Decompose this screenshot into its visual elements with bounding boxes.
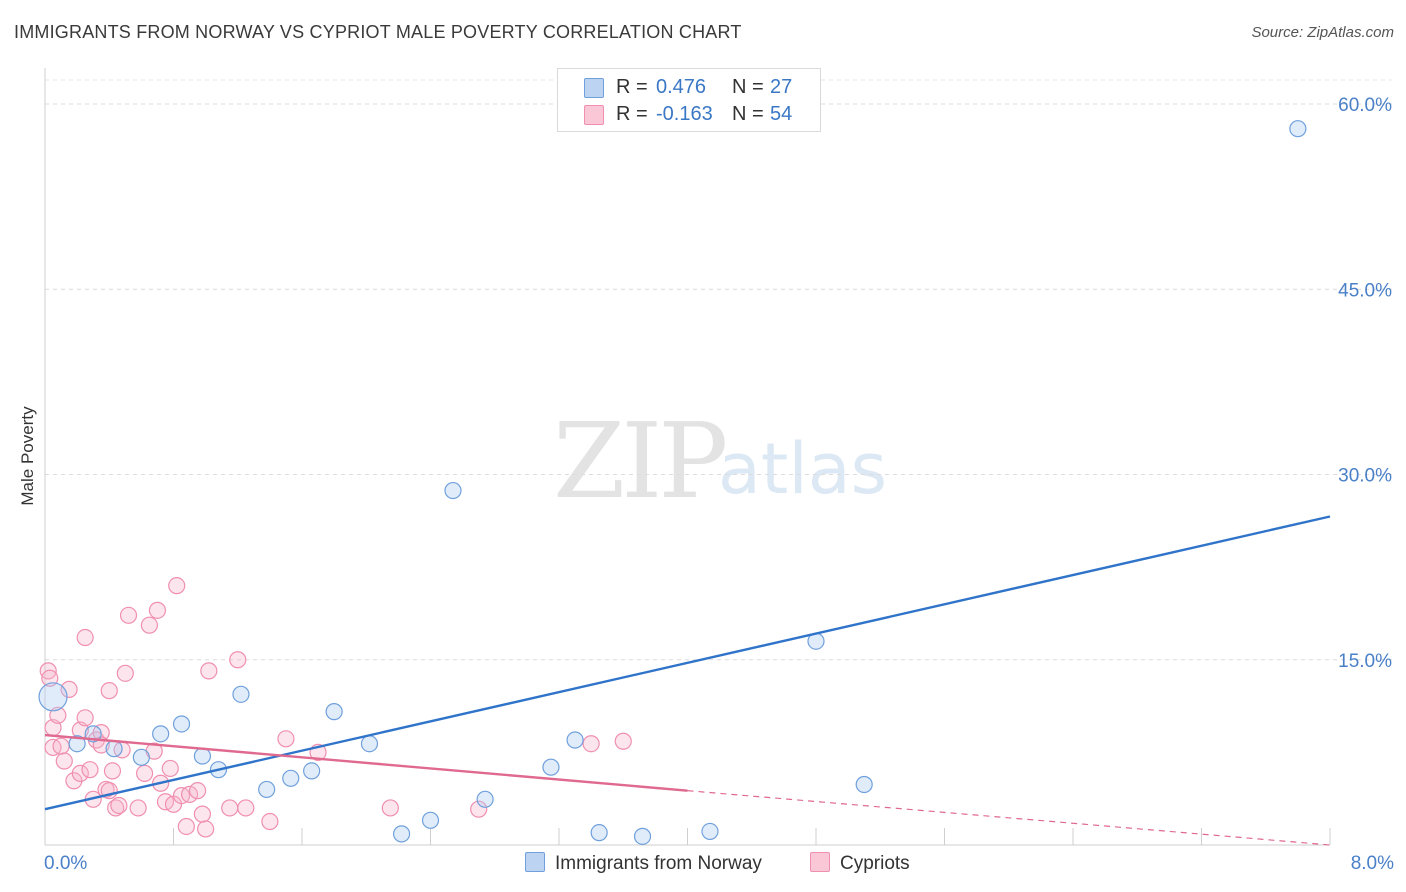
cypriot-point [582,735,600,753]
legend-n-label: N = [732,103,764,125]
norway-swatch [584,78,604,98]
norway-point [566,731,584,749]
cypriot-swatch [584,105,604,125]
cypriot-point [76,709,94,727]
norway-point [193,747,212,765]
norway-point [282,769,300,787]
norway-point [38,682,68,712]
norway-point [325,703,343,721]
y-tick-label: 30.0% [1338,466,1392,487]
legend-item-norway: Immigrants from Norway [525,852,762,875]
norway-point [303,762,321,780]
cypriot-point [277,730,295,748]
legend-label-norway: Immigrants from Norway [555,853,762,874]
watermark-atlas: atlas [718,428,888,510]
norway-point [444,481,462,500]
cypriot-point [200,662,218,680]
cypriot-point [614,732,632,750]
norway-trend-line [44,515,1331,811]
norway-point [232,685,250,703]
correlation-legend: R = 0.476 N = 27 R = -0.163 N = 54 [557,68,821,132]
y-axis-label: Male Poverty [18,406,37,506]
cypriot-point [197,820,215,838]
norway-point [633,827,652,845]
cypriot-point [229,651,247,669]
norway-point [105,740,123,758]
norway-legend-swatch [525,852,545,872]
cypriot-point [470,800,488,818]
cypriot-point [107,799,125,817]
cypriot-point [119,606,138,624]
cypriot-point [81,761,99,779]
y-tick-label: 15.0% [1338,651,1392,672]
cypriot-point [103,762,122,780]
legend-n-value: 27 [770,76,793,98]
cypriot-point [116,664,134,682]
cypriot-point [55,752,73,770]
cypriot-point [140,616,159,634]
cypriot-point [52,737,70,755]
norway-point [172,715,191,733]
norway-point [360,735,379,753]
legend-label-cypriots: Cypriots [840,853,910,874]
legend-item-cypriots: Cypriots [810,852,910,875]
source-label: Source: ZipAtlas.com [1251,24,1394,41]
legend-n-label: N = [732,76,764,98]
watermark-zip: ZIP [553,400,728,522]
norway-point [590,824,608,842]
cypriot-point [168,577,186,595]
cypriot-point [177,817,195,836]
norway-point [68,735,86,753]
norway-point [1289,120,1307,138]
cypriot-point [100,682,118,700]
cypriot-point [221,799,239,817]
cypriot-point [161,759,179,778]
norway-point [258,780,276,799]
cypriot-point [110,796,128,815]
cypriot-point [180,785,199,803]
norway-point [421,811,440,829]
norway-point [392,825,411,843]
cypriot-point [381,799,399,817]
norway-point [152,725,170,743]
legend-r-value: -0.163 [656,103,713,125]
cypriot-point [135,764,154,782]
cypriot-trend-line [44,733,688,792]
cypriot-trend-extension [687,790,1331,846]
cypriot-legend-swatch [810,852,830,872]
y-tick-label: 60.0% [1338,95,1392,116]
x-tick-label: 0.0% [44,853,87,874]
cypriot-point [188,782,207,800]
cypriot-point [193,805,212,823]
legend-r-value: 0.476 [656,76,707,98]
x-tick-label: 8.0% [1351,853,1394,874]
chart-title: IMMIGRANTS FROM NORWAY VS CYPRIOT MALE P… [14,22,742,42]
legend-r-label: R = [616,103,648,125]
norway-point [476,790,494,808]
cypriot-point [76,628,94,647]
norway-point [855,775,873,794]
y-tick-label: 45.0% [1338,280,1392,301]
legend-r-label: R = [616,76,648,98]
norway-point [542,758,560,776]
norway-point [701,822,719,841]
cypriot-point [237,799,255,817]
cypriot-point [148,601,167,619]
norway-point [132,748,150,766]
cypriot-point [261,812,279,831]
cypriot-point [71,764,89,782]
legend-n-value: 54 [770,103,793,125]
cypriot-point [60,680,78,698]
cypriot-point [129,799,147,817]
